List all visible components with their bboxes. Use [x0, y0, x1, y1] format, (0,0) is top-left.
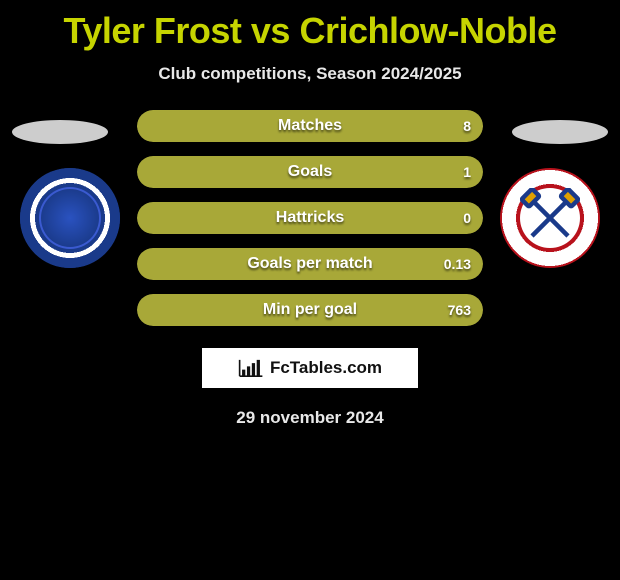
page-title: Tyler Frost vs Crichlow-Noble: [0, 0, 620, 52]
stat-value-right: 0: [463, 210, 471, 226]
dagenham-crest-icon: [520, 188, 580, 248]
club-badge-left: [20, 168, 120, 268]
stat-bar: Matches 8: [137, 110, 483, 142]
stat-label: Goals per match: [247, 255, 372, 273]
watermark: FcTables.com: [202, 348, 418, 388]
stat-bar: Goals 1: [137, 156, 483, 188]
aldershot-crest-icon: [39, 187, 101, 249]
stat-bar: Hattricks 0: [137, 202, 483, 234]
stat-bars: Matches 8 Goals 1 Hattricks 0 Goals per match 0…: [137, 110, 483, 326]
hammers-icon: [520, 188, 580, 248]
player-right-placeholder: [512, 120, 608, 144]
stat-value-right: 1: [463, 164, 471, 180]
stat-value-right: 8: [463, 118, 471, 134]
stat-label: Matches: [278, 117, 342, 135]
generated-date: 29 november 2024: [0, 408, 620, 428]
bar-chart-icon: [238, 358, 264, 378]
stat-bar: Min per goal 763: [137, 294, 483, 326]
club-badge-right: [500, 168, 600, 268]
stat-value-right: 763: [448, 302, 471, 318]
watermark-text: FcTables.com: [270, 358, 382, 378]
stat-label: Goals: [288, 163, 332, 181]
subtitle: Club competitions, Season 2024/2025: [0, 64, 620, 84]
stat-label: Hattricks: [276, 209, 344, 227]
comparison-panel: Matches 8 Goals 1 Hattricks 0 Goals per match 0…: [0, 110, 620, 326]
player-left-placeholder: [12, 120, 108, 144]
stat-bar: Goals per match 0.13: [137, 248, 483, 280]
stat-label: Min per goal: [263, 301, 357, 319]
stat-value-right: 0.13: [444, 256, 471, 272]
